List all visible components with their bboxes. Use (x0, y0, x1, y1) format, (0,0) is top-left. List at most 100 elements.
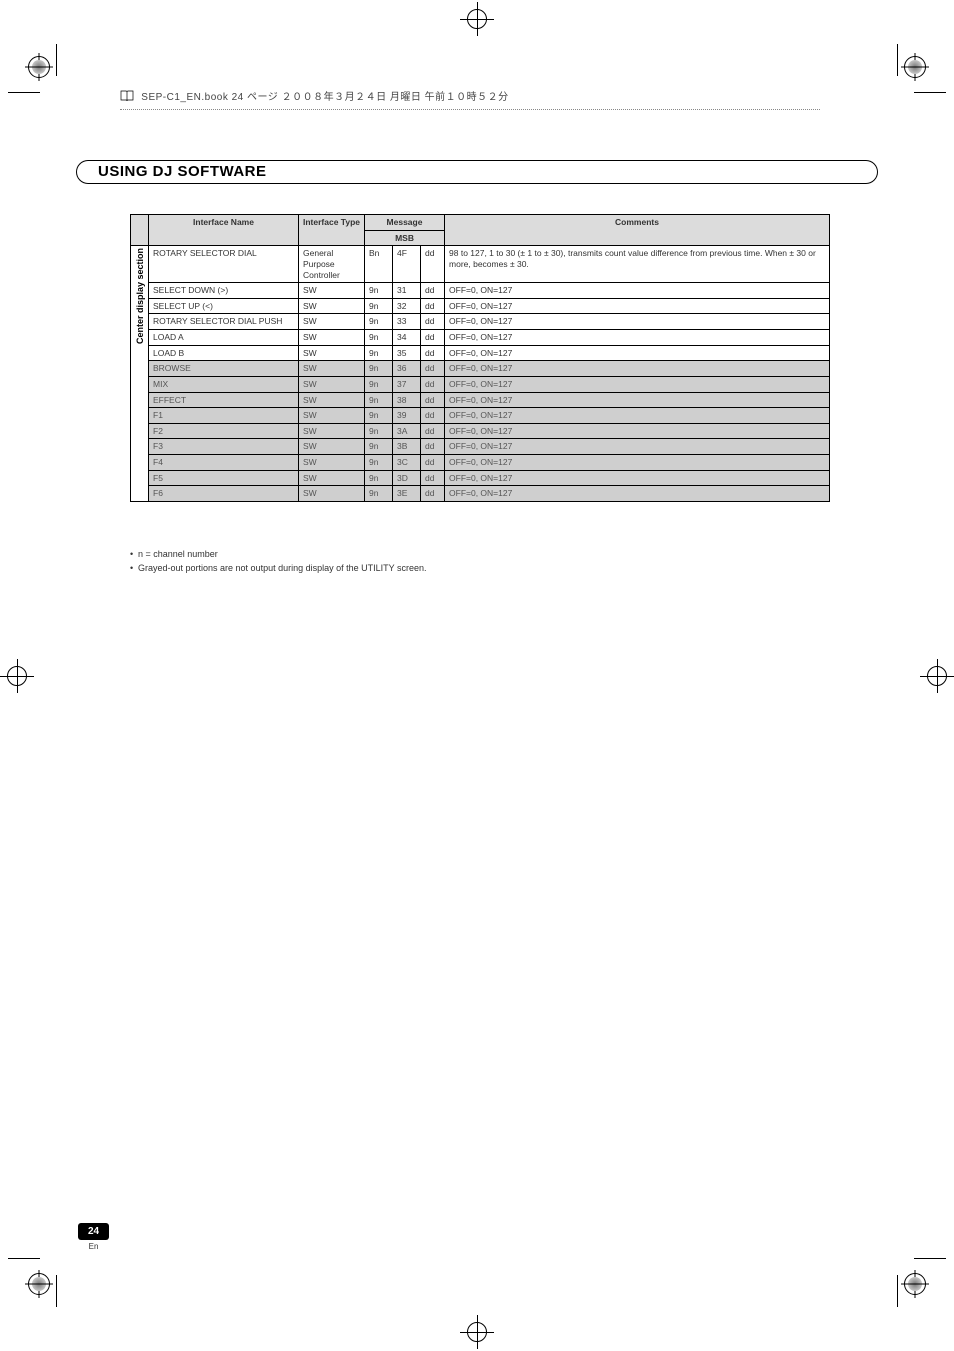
table-cell-m1: 9n (365, 298, 393, 314)
table-row: LOAD ASW9n34ddOFF=0, ON=127 (131, 330, 830, 346)
table-cell-type: SW (299, 361, 365, 377)
table-cell-comments: OFF=0, ON=127 (445, 361, 830, 377)
crop-cross-icon (920, 659, 954, 693)
section-title: USING DJ SOFTWARE (98, 160, 267, 184)
table-cell-type: SW (299, 314, 365, 330)
table-cell-m3: dd (421, 330, 445, 346)
table-cell-m1: 9n (365, 486, 393, 502)
table-cell-name: F1 (149, 408, 299, 424)
table-cell-m2: 37 (393, 376, 421, 392)
table-row: ROTARY SELECTOR DIAL PUSHSW9n33ddOFF=0, … (131, 314, 830, 330)
table-cell-comments: OFF=0, ON=127 (445, 408, 830, 424)
crop-corner-icon (56, 92, 102, 138)
table-cell-m3: dd (421, 392, 445, 408)
table-cell-name: MIX (149, 376, 299, 392)
table-cell-m3: dd (421, 376, 445, 392)
table-cell-m3: dd (421, 283, 445, 299)
table-header-interface-type: Interface Type (299, 215, 365, 246)
table-cell-type: SW (299, 345, 365, 361)
registration-mark-icon (28, 1273, 50, 1295)
table-row: BROWSESW9n36ddOFF=0, ON=127 (131, 361, 830, 377)
table-cell-type: SW (299, 486, 365, 502)
table-cell-m2: 32 (393, 298, 421, 314)
table-cell-name: F4 (149, 455, 299, 471)
table-cell-name: F2 (149, 423, 299, 439)
table-cell-type: SW (299, 455, 365, 471)
table-cell-comments: OFF=0, ON=127 (445, 283, 830, 299)
midi-table: Interface Name Interface Type Message Co… (130, 214, 830, 502)
book-icon (120, 90, 134, 105)
crop-cross-icon (460, 2, 494, 36)
table-cell-m1: 9n (365, 423, 393, 439)
print-header-text: SEP-C1_EN.book 24 ページ ２００８年３月２４日 月曜日 午前１… (141, 92, 508, 103)
table-row: Center display sectionROTARY SELECTOR DI… (131, 246, 830, 283)
table-row: F5SW9n3DddOFF=0, ON=127 (131, 470, 830, 486)
page-language: En (78, 1242, 109, 1251)
footnote-line: •Grayed-out portions are not output duri… (130, 562, 427, 576)
table-row: LOAD BSW9n35ddOFF=0, ON=127 (131, 345, 830, 361)
table-cell-m2: 3C (393, 455, 421, 471)
table-cell-m1: 9n (365, 330, 393, 346)
table-footnotes: •n = channel number •Grayed-out portions… (130, 548, 427, 575)
table-header-comments: Comments (445, 215, 830, 246)
table-cell-m1: 9n (365, 314, 393, 330)
table-cell-comments: OFF=0, ON=127 (445, 345, 830, 361)
section-header: USING DJ SOFTWARE (76, 160, 878, 184)
table-row: F1SW9n39ddOFF=0, ON=127 (131, 408, 830, 424)
table-cell-type: SW (299, 283, 365, 299)
table-cell-m3: dd (421, 314, 445, 330)
table-cell-m3: dd (421, 423, 445, 439)
table-cell-m2: 3E (393, 486, 421, 502)
table-cell-m2: 36 (393, 361, 421, 377)
table-header-msb: MSB (365, 230, 445, 246)
table-cell-comments: OFF=0, ON=127 (445, 455, 830, 471)
table-cell-name: ROTARY SELECTOR DIAL PUSH (149, 314, 299, 330)
table-row: F6SW9n3EddOFF=0, ON=127 (131, 486, 830, 502)
table-cell-m1: Bn (365, 246, 393, 283)
table-cell-comments: OFF=0, ON=127 (445, 439, 830, 455)
table-cell-m1: 9n (365, 470, 393, 486)
crop-cross-icon (460, 1315, 494, 1349)
table-cell-m3: dd (421, 408, 445, 424)
table-cell-comments: OFF=0, ON=127 (445, 376, 830, 392)
table-cell-m3: dd (421, 486, 445, 502)
footnote-text: n = channel number (138, 549, 218, 559)
crop-corner-icon (852, 1213, 898, 1259)
footnote-line: •n = channel number (130, 548, 427, 562)
table-cell-type: SW (299, 392, 365, 408)
table-cell-comments: 98 to 127, 1 to 30 (± 1 to ± 30), transm… (445, 246, 830, 283)
table-cell-m2: 3A (393, 423, 421, 439)
table-cell-m1: 9n (365, 408, 393, 424)
table-cell-comments: OFF=0, ON=127 (445, 486, 830, 502)
table-cell-m3: dd (421, 439, 445, 455)
table-cell-type: General Purpose Controller (299, 246, 365, 283)
table-cell-m2: 34 (393, 330, 421, 346)
table-cell-m2: 4F (393, 246, 421, 283)
page: SEP-C1_EN.book 24 ページ ２００８年３月２４日 月曜日 午前１… (0, 0, 954, 1351)
table-cell-m2: 38 (393, 392, 421, 408)
table-cell-type: SW (299, 439, 365, 455)
table-cell-name: ROTARY SELECTOR DIAL (149, 246, 299, 283)
table-cell-comments: OFF=0, ON=127 (445, 298, 830, 314)
table-row: SELECT UP (<)SW9n32ddOFF=0, ON=127 (131, 298, 830, 314)
table-cell-m3: dd (421, 298, 445, 314)
table-cell-name: EFFECT (149, 392, 299, 408)
table-row: SELECT DOWN (>)SW9n31ddOFF=0, ON=127 (131, 283, 830, 299)
table-cell-m2: 31 (393, 283, 421, 299)
table-cell-type: SW (299, 423, 365, 439)
table-row: MIXSW9n37ddOFF=0, ON=127 (131, 376, 830, 392)
table-cell-comments: OFF=0, ON=127 (445, 392, 830, 408)
table-cell-type: SW (299, 408, 365, 424)
table-row: F4SW9n3CddOFF=0, ON=127 (131, 455, 830, 471)
table-cell-m1: 9n (365, 283, 393, 299)
table-cell-comments: OFF=0, ON=127 (445, 423, 830, 439)
table-cell-name: F6 (149, 486, 299, 502)
table-cell-m1: 9n (365, 345, 393, 361)
table-cell-name: F5 (149, 470, 299, 486)
table-cell-m2: 3D (393, 470, 421, 486)
table-cell-type: SW (299, 470, 365, 486)
table-cell-m2: 39 (393, 408, 421, 424)
table-cell-name: SELECT UP (<) (149, 298, 299, 314)
crop-cross-icon (0, 659, 34, 693)
table-cell-m2: 3B (393, 439, 421, 455)
